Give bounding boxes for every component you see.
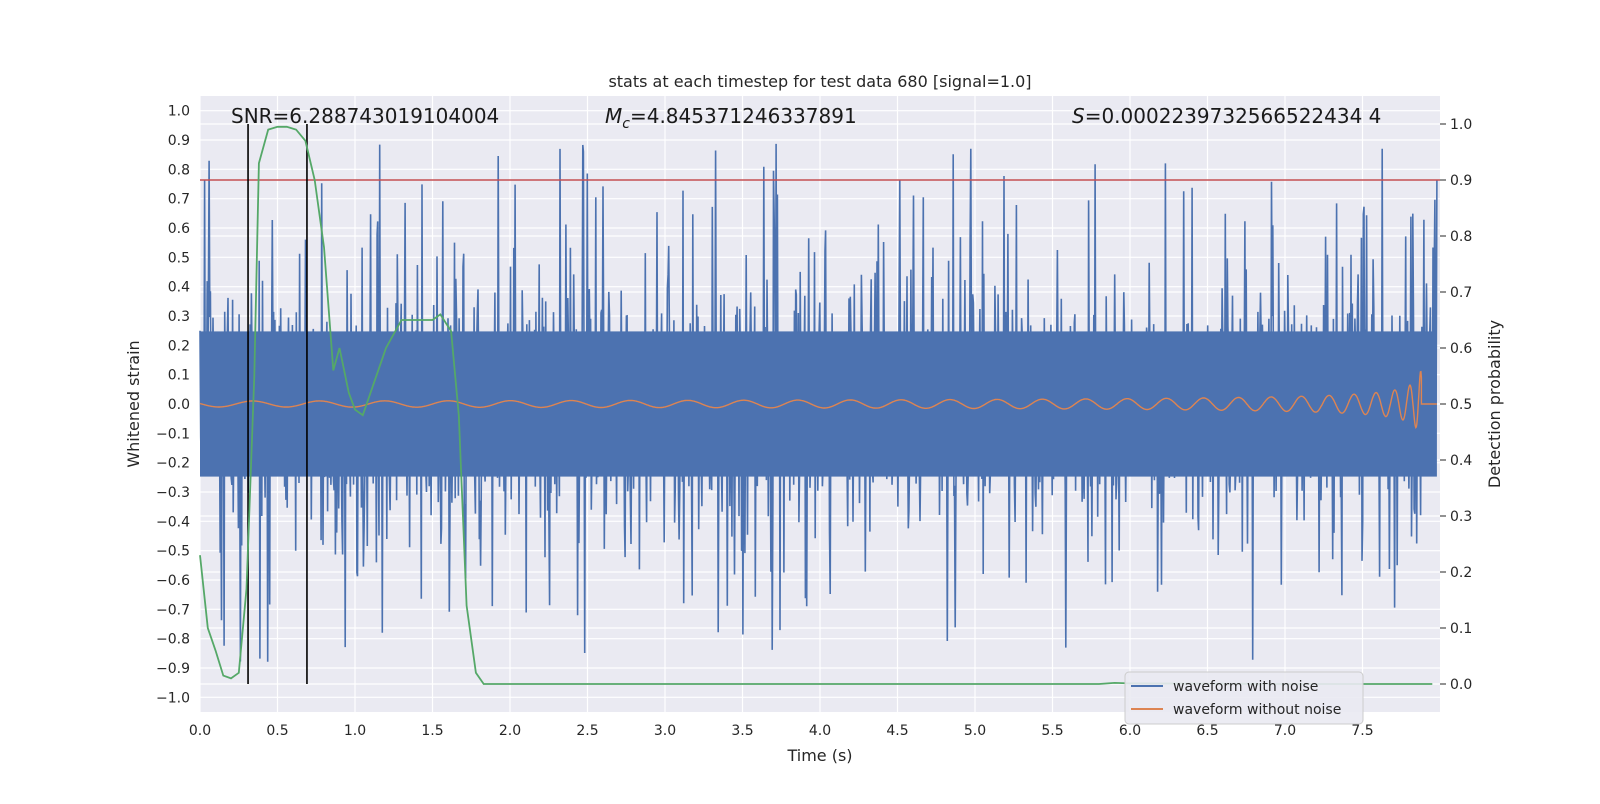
y-left-tick-label: 0.3 xyxy=(168,309,190,325)
y-right-tick-label: 0.6 xyxy=(1450,341,1472,357)
noise-core-band xyxy=(200,331,1437,477)
s-symbol: S xyxy=(1072,104,1085,128)
y-left-tick-label: 0.9 xyxy=(168,133,190,149)
clean-series xyxy=(199,370,1437,430)
x-tick-label: 6.0 xyxy=(1119,723,1141,739)
x-tick-label: 2.5 xyxy=(576,723,598,739)
y-right-tick-label: 0.4 xyxy=(1450,453,1472,469)
chart-title: stats at each timestep for test data 680… xyxy=(608,72,1031,91)
y-left-tick-label: 0.8 xyxy=(168,162,190,178)
x-tick-label: 5.0 xyxy=(964,723,986,739)
y-right-tick-label: 0.3 xyxy=(1450,509,1472,525)
x-tick-label: 0.5 xyxy=(266,723,288,739)
y-left-tick-label: −0.4 xyxy=(156,514,190,530)
x-tick-label: 2.0 xyxy=(499,723,521,739)
detection-probability-line xyxy=(199,125,1433,685)
mc-annotation: Mc=4.845371246337891 xyxy=(605,104,857,132)
overlays xyxy=(199,124,1440,685)
y-right-tick-label: 0.2 xyxy=(1450,565,1472,581)
y-left-tick-label: −0.7 xyxy=(156,602,190,618)
y-left-tick-label: 0.1 xyxy=(168,368,190,384)
y-left-tick-label: −0.9 xyxy=(156,661,190,677)
y-left-tick-label: −0.2 xyxy=(156,456,190,472)
x-tick-label: 3.0 xyxy=(654,723,676,739)
x-tick-label: 3.5 xyxy=(731,723,753,739)
mc-subscript: c xyxy=(622,116,630,132)
y-left-tick-label: 0.7 xyxy=(168,192,190,208)
y-left-tick-label: 1.0 xyxy=(168,104,190,120)
legend-label-clean: waveform without noise xyxy=(1173,702,1341,718)
x-tick-label: 1.5 xyxy=(421,723,443,739)
y-right-tick-label: 0.1 xyxy=(1450,621,1472,637)
s-value: =0.0002239732566522434 4 xyxy=(1085,104,1382,128)
x-tick-label: 5.5 xyxy=(1041,723,1063,739)
y-left-axis-label: Whitened strain xyxy=(124,340,143,467)
y-left-tick-label: 0.4 xyxy=(168,280,190,296)
x-tick-label: 0.0 xyxy=(189,723,211,739)
legend-label-noise: waveform with noise xyxy=(1173,679,1318,695)
x-tick-label: 4.0 xyxy=(809,723,831,739)
x-tick-label: 7.5 xyxy=(1351,723,1373,739)
y-left-tick-label: 0.5 xyxy=(168,250,190,266)
y-left-tick-label: −0.5 xyxy=(156,544,190,560)
x-tick-label: 7.0 xyxy=(1274,723,1296,739)
x-tick-label: 1.0 xyxy=(344,723,366,739)
y-right-tick-label: 0.7 xyxy=(1450,285,1472,301)
y-right-tick-label: 0.5 xyxy=(1450,397,1472,413)
clean-waveform-line xyxy=(199,370,1437,430)
mc-value: =4.845371246337891 xyxy=(630,104,857,128)
y-left-tick-label: −0.6 xyxy=(156,573,190,589)
y-left-tick-label: −1.0 xyxy=(156,690,190,706)
mc-symbol: M xyxy=(605,104,622,128)
y-left-tick-label: 0.0 xyxy=(168,397,190,413)
y-left-tick-label: −0.8 xyxy=(156,632,190,648)
x-axis-label: Time (s) xyxy=(786,746,852,765)
y-right-tick-label: 0.8 xyxy=(1450,229,1472,245)
y-left-tick-label: 0.2 xyxy=(168,338,190,354)
y-left-tick-label: −0.1 xyxy=(156,426,190,442)
y-right-axis-label: Detection probability xyxy=(1485,320,1504,488)
snr-annotation: SNR=6.288743019104004 xyxy=(231,104,499,128)
y-right-tick-label: 1.0 xyxy=(1450,117,1472,133)
legend-box xyxy=(1124,671,1364,725)
s-annotation: S=0.0002239732566522434 4 xyxy=(1072,104,1381,128)
y-left-tick-label: −0.3 xyxy=(156,485,190,501)
y-left-tick-label: 0.6 xyxy=(168,221,190,237)
y-left-axis-ticks: 1.0 0.9 0.8 0.7 0.6 0.5 0.4 0.3 0.2 0.1 0.0 −0.1 −0.… xyxy=(156,104,190,707)
x-tick-label: 4.5 xyxy=(886,723,908,739)
x-tick-label: 6.5 xyxy=(1196,723,1218,739)
y-right-tick-label: 0.0 xyxy=(1450,677,1472,693)
y-right-axis-ticks: 1.0 0.9 0.8 0.7 0.6 0.5 0.4 0.3 0.2 0.1 0.0 xyxy=(1440,117,1472,693)
legend: waveform with noise waveform without noi… xyxy=(1124,671,1364,725)
y-right-tick-label: 0.9 xyxy=(1450,173,1472,189)
x-axis-ticks: 0.0 0.5 1.0 1.5 2.0 2.5 3.0 3.5 4.0 4.5 5.0 5.5 6.0 6… xyxy=(189,723,1374,739)
